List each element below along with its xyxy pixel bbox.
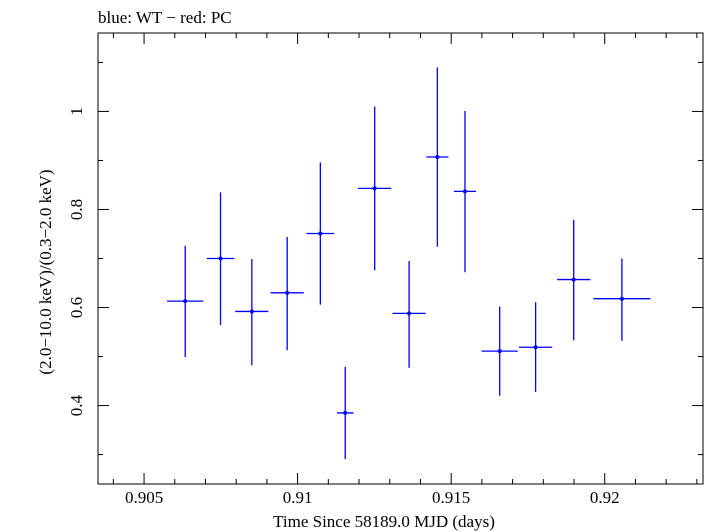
- data-series: [167, 67, 651, 459]
- x-tick-label: 0.915: [432, 488, 470, 507]
- x-axis-label: Time Since 58189.0 MJD (days): [273, 512, 495, 531]
- data-point: [358, 106, 392, 271]
- data-marker: [571, 277, 576, 282]
- x-tick-label: 0.905: [125, 488, 163, 507]
- data-marker: [343, 410, 348, 415]
- x-tick-label: 0.92: [590, 488, 620, 507]
- chart-title: blue: WT − red: PC: [98, 8, 232, 27]
- data-point: [270, 236, 304, 351]
- data-point: [481, 306, 518, 396]
- data-marker: [372, 186, 377, 191]
- data-marker: [435, 155, 440, 160]
- plot-frame: [97, 32, 704, 485]
- y-tick-label: 0.4: [67, 394, 86, 416]
- y-tick-label: 0.6: [67, 297, 86, 318]
- data-marker: [619, 296, 624, 301]
- data-marker: [285, 290, 290, 295]
- data-point: [593, 258, 651, 341]
- data-marker: [497, 349, 502, 354]
- data-point: [519, 302, 553, 392]
- data-point: [426, 67, 449, 247]
- data-point: [557, 219, 591, 341]
- data-point: [392, 260, 426, 368]
- data-marker: [218, 256, 223, 261]
- data-marker: [318, 231, 323, 236]
- data-point: [453, 110, 477, 273]
- y-axis-label: (2.0−10.0 keV)/(0.3−2.0 keV): [36, 169, 55, 374]
- y-tick-label: 1: [67, 107, 86, 116]
- data-point: [167, 245, 204, 358]
- y-tick-label: 0.8: [67, 199, 86, 220]
- x-tick-label: 0.91: [283, 488, 313, 507]
- data-marker: [183, 299, 188, 304]
- data-point: [306, 162, 335, 305]
- data-point: [235, 258, 269, 366]
- axes: 0.905 0.91 0.915 0.92 0.4 0.6 0.8 1: [67, 33, 703, 507]
- data-marker: [533, 345, 538, 350]
- data-marker: [462, 189, 467, 194]
- data-point: [206, 192, 235, 326]
- data-marker: [249, 309, 254, 314]
- data-marker: [407, 311, 412, 316]
- data-point: [336, 366, 354, 459]
